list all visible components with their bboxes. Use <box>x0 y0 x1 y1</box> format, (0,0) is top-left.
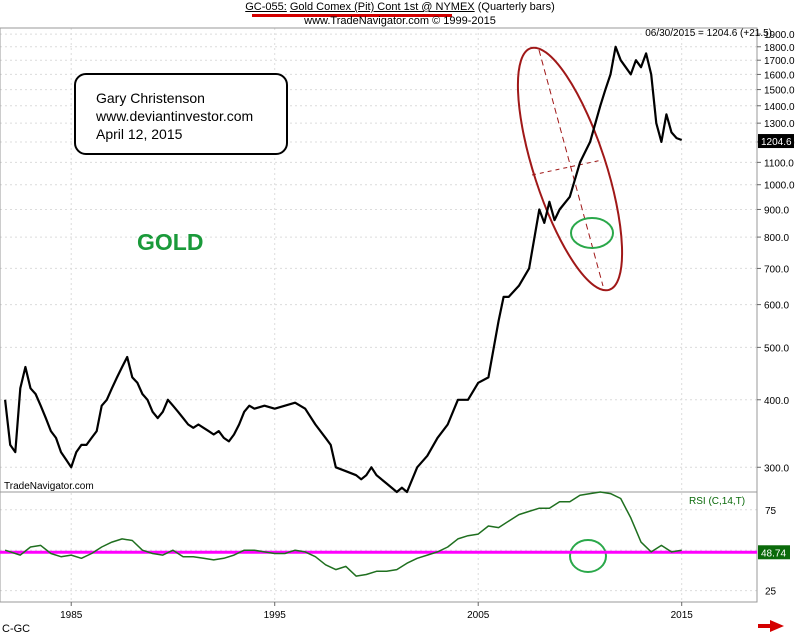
price-tick-label: 1700.0 <box>764 56 795 67</box>
price-tick-label: 600.0 <box>764 301 789 312</box>
price-tick-label: 1300.0 <box>764 119 795 130</box>
brand-label: TradeNavigator.com <box>4 481 94 492</box>
value-boxes: 1204.6 48.74 <box>758 134 794 560</box>
annotation-overlay <box>516 46 624 573</box>
price-tick-label: 1500.0 <box>764 86 795 97</box>
scroll-right-arrow-icon[interactable] <box>758 620 784 632</box>
author-name: Gary Christenson <box>96 90 205 106</box>
price-tick-label: 1000.0 <box>764 181 795 192</box>
chart-title: GC-055: Gold Comex (Pit) Cont 1st @ NYME… <box>0 1 800 13</box>
price-tick-label: 1400.0 <box>764 102 795 113</box>
price-tick-label: 400.0 <box>764 396 789 407</box>
ellipse-axis-line <box>538 49 604 287</box>
current-price-label: 1204.6 <box>761 137 792 148</box>
time-axis: 1985 1995 2005 2015 <box>60 602 693 621</box>
price-tick-label: 900.0 <box>764 205 789 216</box>
price-tick-label: 300.0 <box>764 463 789 474</box>
rsi-series-line <box>4 491 682 577</box>
price-tick-label: 500.0 <box>764 343 789 354</box>
price-support-circle <box>570 217 614 249</box>
symbol-label: C-GC <box>2 623 31 635</box>
author-note-box: Gary Christenson www.deviantinvestor.com… <box>74 73 288 155</box>
price-tick-label: 1100.0 <box>764 158 794 169</box>
last-price-info: 06/30/2015 = 1204.6 (+21.5) <box>645 28 772 39</box>
gold-label: GOLD <box>137 229 204 255</box>
price-tick-label: 1600.0 <box>764 70 795 81</box>
title-underline <box>252 14 452 17</box>
price-series-line <box>4 45 683 494</box>
time-tick-label: 1995 <box>264 610 287 621</box>
price-tick-label: 1900.0 <box>764 30 795 41</box>
rsi-panel-frame <box>0 491 758 603</box>
decline-highlight-ellipse <box>516 46 624 292</box>
price-tick-label: 700.0 <box>764 264 789 275</box>
note-date: April 12, 2015 <box>96 126 183 142</box>
rsi-value-box <box>758 545 790 560</box>
time-tick-label: 2005 <box>467 610 490 621</box>
grid <box>0 28 757 602</box>
rsi-support-circle <box>569 539 607 573</box>
ellipse-cross-line <box>531 159 603 176</box>
price-tick-label: 800.0 <box>764 233 789 244</box>
instrument-title: Gold Comex (Pit) Cont 1st @ NYMEX <box>289 1 475 13</box>
rsi-tick-label: 25 <box>765 587 777 598</box>
symbol-code: GC-055: <box>245 1 287 13</box>
period-label: (Quarterly bars) <box>477 1 555 13</box>
copyright-line: www.TradeNavigator.com © 1999-2015 <box>304 15 496 27</box>
rsi-tick-label: 75 <box>765 506 777 517</box>
author-website: www.deviantinvestor.com <box>96 108 254 124</box>
price-tick-label: 1800.0 <box>764 43 795 54</box>
rsi-indicator-label: RSI (C,14,T) <box>689 496 746 507</box>
time-tick-label: 1985 <box>60 610 83 621</box>
time-tick-label: 2015 <box>671 610 694 621</box>
rsi-value-label: 48.74 <box>761 548 786 559</box>
current-price-box <box>758 134 794 149</box>
price-axis: 300.0 400.0 500.0 600.0 700.0 800.0 900.0 1000.… <box>757 30 795 474</box>
